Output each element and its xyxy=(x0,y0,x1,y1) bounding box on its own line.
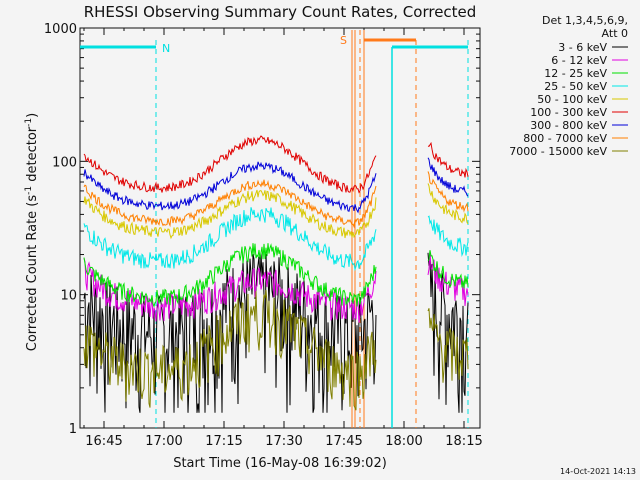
legend-header-1: Det 1,3,4,5,6,9, xyxy=(542,14,628,27)
x-tick-label: 17:45 xyxy=(325,434,362,449)
series-line xyxy=(427,157,469,197)
legend-label: 25 - 50 keV xyxy=(544,80,607,93)
y-axis-label-sup1: -1 xyxy=(24,186,34,195)
series-line xyxy=(83,189,377,240)
y-tick-label: 1000 xyxy=(44,22,77,37)
saa-label: S xyxy=(340,34,347,47)
series-line xyxy=(83,243,377,308)
chart-title: RHESSI Observing Summary Count Rates, Co… xyxy=(84,3,477,21)
y-tick-label: 1 xyxy=(69,422,77,437)
series-line xyxy=(427,183,469,225)
y-axis-label-end: ) xyxy=(25,113,40,118)
series-line xyxy=(427,250,469,289)
legend-label: 50 - 100 keV xyxy=(537,93,607,106)
x-tick-label: 17:00 xyxy=(145,434,182,449)
y-tick-label: 10 xyxy=(60,289,77,304)
x-axis-label: Start Time (16-May-08 16:39:02) xyxy=(173,456,387,471)
x-tick-label: 16:45 xyxy=(85,434,122,449)
y-axis-label: Corrected Count Rate (s-1 detector-1) xyxy=(24,113,40,351)
x-tick-label: 17:30 xyxy=(265,434,302,449)
legend-label: 7000 - 15000 keV xyxy=(509,145,607,158)
series-line xyxy=(427,308,469,383)
series-line xyxy=(83,179,377,229)
footer-date: 14-Oct-2021 14:13 xyxy=(560,467,636,476)
legend-label: 12 - 25 keV xyxy=(544,67,607,80)
series-line xyxy=(427,215,469,257)
series-line xyxy=(427,250,469,307)
y-axis-label-main: Corrected Count Rate (s xyxy=(25,195,40,352)
plot-area: 16:45 17:00 17:15 17:30 17:45 18:00 18:15 1 10 10… xyxy=(44,22,483,449)
x-tick-label: 18:15 xyxy=(445,434,482,449)
series-line xyxy=(427,252,469,413)
legend-label: 3 - 6 keV xyxy=(558,41,607,54)
legend-label: 100 - 300 keV xyxy=(530,106,607,119)
x-tick-label: 17:15 xyxy=(205,434,242,449)
series-line xyxy=(83,135,377,194)
plot-frame xyxy=(79,27,481,429)
y-axis-label-mid: detector xyxy=(25,126,40,186)
legend-label: 6 - 12 keV xyxy=(551,54,607,67)
y-axis-label-sup2: -1 xyxy=(24,118,34,127)
legend-label: 300 - 800 keV xyxy=(530,119,607,132)
night-label: N xyxy=(162,42,170,55)
legend-header-2: Att 0 xyxy=(602,27,628,40)
legend-label: 800 - 7000 keV xyxy=(523,132,607,145)
series-line xyxy=(427,141,469,178)
y-tick-label: 100 xyxy=(52,155,77,170)
x-tick-label: 18:00 xyxy=(385,434,422,449)
series-line xyxy=(427,171,469,213)
series-line xyxy=(83,161,377,214)
series-line xyxy=(83,290,377,411)
series-line xyxy=(83,207,377,272)
